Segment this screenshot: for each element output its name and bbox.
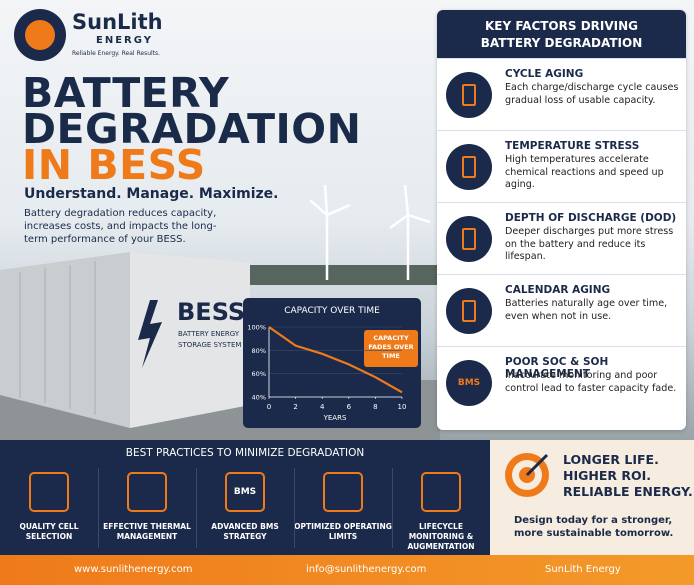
factor-item: TEMPERATURE STRESS High temperatures acce… [437,130,686,202]
factor-text: High temperatures accelerate chemical re… [505,154,664,190]
factor-title: CYCLE AGING [505,68,584,80]
annotation: CAPACITY FADES OVER TIME [368,334,414,360]
cta-text: Design today for a stronger, more sustai… [514,515,674,539]
y-tick-label: 100% [247,324,266,332]
tagline: Reliable Energy. Real Results. [72,50,161,57]
practices-band [0,440,490,555]
cta-line: HIGHER ROI. [563,468,652,483]
practice-label: QUALITY CELL SELECTION [19,522,79,541]
data-line [268,326,403,394]
factor-text: Inaccurate monitoring and poor control l… [505,370,677,394]
x-tick-label: 10 [398,403,407,411]
factor-item: CALENDAR AGING Batteries naturally age ov… [437,274,686,346]
email: info@sunlithenergy.com [306,564,427,575]
linkedin: SunLith Energy [545,564,621,575]
icon-glyph [462,300,476,322]
factors-panel: KEY FACTORS DRIVING BATTERY DEGRADATION … [437,10,686,430]
factor-icon: BMS [446,360,492,406]
factor-item: BMS POOR SOC & SOH MANAGEMENT Inaccurate m… [437,346,686,418]
annotation-text: CAPACITY FADES OVER TIME [368,334,414,360]
factor-icon [446,144,492,190]
cta-headline: LONGER LIFE. HIGHER ROI. RELIABLE ENERGY. [563,452,693,500]
description: Battery degradation reduces capacity, in… [24,208,217,245]
practice-icon [29,472,69,512]
target-icon [505,453,549,497]
chart-title: CAPACITY OVER TIME [284,306,380,316]
subtitle: Understand. Manage. Maximize. [24,186,279,202]
factor-title: POOR SOC & SOH MANAGEMENT [505,356,609,380]
x-tick-label: 2 [293,403,297,411]
factor-title: DEPTH OF DISCHARGE (DOD) [505,212,677,224]
x-tick-label: 6 [347,403,352,411]
practice-icon [323,472,363,512]
title-line: BATTERY [22,69,230,117]
y-tick-label: 80% [252,347,266,355]
factor-title: CALENDAR AGING [505,284,611,296]
y-tick-label: 60% [252,370,266,378]
annotation-box [364,330,418,367]
practices-title: BEST PRACTICES TO MINIMIZE DEGRADATION [125,447,365,459]
practice-label: EFFECTIVE THERMAL MANAGEMENT [103,522,191,541]
x-tick-label: 8 [373,403,377,411]
x-tick-label: 4 [320,403,325,411]
icon-label: BMS [457,378,481,388]
factors-title-text: KEY FACTORS DRIVING BATTERY DEGRADATION [480,19,643,50]
footer [0,555,694,585]
practice-label: LIFECYCLE MONITORING & AUGMENTATION [407,522,475,551]
cta-line: RELIABLE ENERGY. [563,484,693,499]
brand: SunLith [72,10,163,34]
brand-sub: ENERGY [96,35,153,46]
factor-text: Deeper discharges put more stress on the… [505,226,674,262]
factor-icon [446,72,492,118]
divider [98,468,99,548]
container-sub: STORAGE SYSTEM [178,341,242,349]
factor-item: DEPTH OF DISCHARGE (DOD) Deeper discharge… [437,202,686,274]
factor-item: CYCLE AGING Each charge/discharge cycle c… [437,58,686,130]
factor-icon [446,216,492,262]
practice-label: OPTIMIZED OPERATING LIMITS [294,522,392,541]
factors-title: KEY FACTORS DRIVING BATTERY DEGRADATION [437,10,686,58]
factor-title: TEMPERATURE STRESS [505,140,640,152]
x-label: YEARS [323,414,347,422]
factor-text: Each charge/discharge cycle causes gradu… [505,82,679,106]
cta-line: LONGER LIFE. [563,452,659,467]
mini-chart: CAPACITY OVER TIME YEARS 40% 60% 80% 100% 0 2… [243,298,421,428]
container-label: BESS [177,298,246,326]
icon-glyph [462,228,476,250]
website: www.sunlithenergy.com [74,564,193,575]
icon-glyph [462,84,476,106]
practice-icon [421,472,461,512]
divider [196,468,197,548]
practice-icon [127,472,167,512]
title-line: DEGRADATION [22,105,362,153]
container-sub: BATTERY ENERGY [178,330,240,338]
practice-icon: BMS [225,472,265,512]
y-tick-label: 40% [252,394,266,402]
divider [392,468,393,548]
factor-icon [446,288,492,334]
x-tick-label: 0 [267,403,271,411]
practice-label: ADVANCED BMS STRATEGY [211,522,279,541]
icon-glyph [462,156,476,178]
title-line: IN BESS [22,141,206,189]
divider [294,468,295,548]
factor-text: Batteries naturally age over time, even … [505,298,668,322]
